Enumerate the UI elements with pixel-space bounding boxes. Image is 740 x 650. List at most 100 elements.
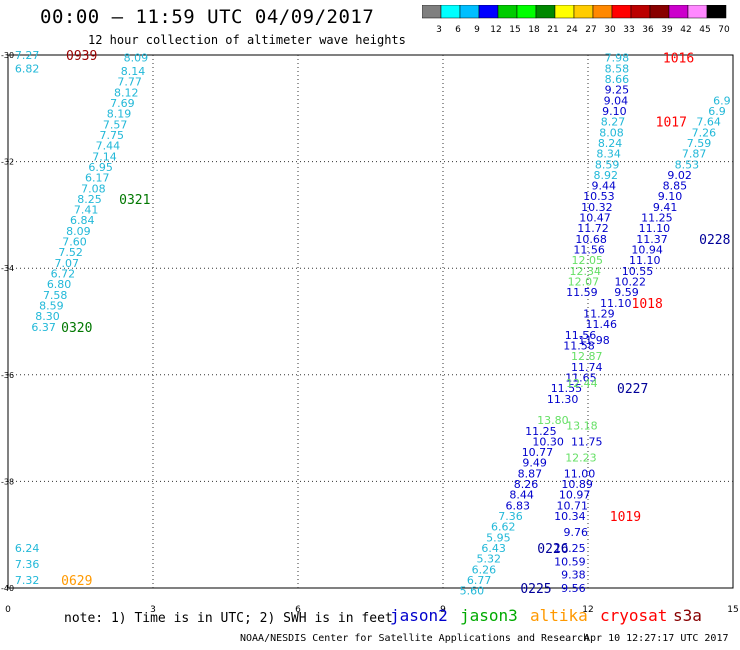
- wave-height-label: 6.72: [51, 268, 76, 281]
- wave-height-label: 11.10: [629, 254, 661, 267]
- wave-height-label: 5.32: [477, 553, 502, 566]
- wave-height-label: 12.23: [565, 451, 597, 464]
- y-tick-label: -38: [1, 477, 14, 486]
- wave-height-label: 7.26: [692, 126, 717, 139]
- wave-height-label: 10.34: [554, 510, 586, 523]
- wave-height-label: 9.56: [561, 582, 586, 595]
- satellite-label-cryosat: cryosat: [600, 606, 668, 625]
- color-scale-label: 3: [436, 25, 442, 35]
- pass-time-label: 0227: [617, 382, 648, 397]
- wave-height-label: 11.25: [641, 212, 673, 225]
- wave-height-label: 11.56: [573, 244, 605, 257]
- wave-height-label: 10.77: [522, 446, 554, 459]
- wave-height-label: 7.41: [74, 204, 99, 217]
- wave-height-label: 8.08: [599, 126, 624, 139]
- wave-height-label: 6.95: [88, 161, 113, 174]
- color-scale-label: 12: [490, 25, 501, 35]
- wave-height-label: 10.68: [575, 233, 607, 246]
- wave-height-label: 9.04: [604, 94, 629, 107]
- color-scale-label: 42: [680, 25, 691, 35]
- wave-height-label: 12.34: [570, 265, 602, 278]
- pass-time-label: 0939: [66, 49, 97, 64]
- x-tick-label: 15: [727, 605, 738, 615]
- wave-height-label: 13.80: [537, 414, 569, 427]
- pass-time-label: 1018: [632, 297, 663, 312]
- wave-height-label: 9.25: [605, 84, 630, 97]
- wave-height-label: 6.9: [713, 94, 731, 107]
- y-tick-label: -34: [1, 264, 14, 273]
- wave-height-label: 8.30: [35, 310, 60, 323]
- pass-time-label: 0629: [61, 574, 92, 589]
- wave-height-label: 9.38: [561, 569, 586, 582]
- wave-height-label: 7.36: [15, 558, 40, 571]
- pass-time-label: 0226: [537, 542, 568, 557]
- wave-height-label: 9.02: [667, 169, 692, 182]
- y-tick-label: -30: [1, 51, 14, 60]
- y-tick-label: -32: [1, 158, 14, 167]
- wave-height-label: 9.49: [522, 457, 547, 470]
- wave-height-label: 7.98: [605, 52, 630, 65]
- wave-height-label: 10.55: [622, 265, 654, 278]
- wave-height-label: 6.82: [15, 62, 40, 75]
- wave-height-label: 7.64: [696, 116, 721, 129]
- wave-height-label: 11.46: [586, 318, 618, 331]
- plot-frame: [7, 54, 734, 589]
- wave-height-label: 11.98: [578, 334, 610, 347]
- wave-height-label: 7.60: [62, 236, 87, 249]
- color-scale-label: 18: [528, 25, 540, 35]
- wave-height-label: 7.59: [687, 137, 712, 150]
- wave-height-label: 10.32: [581, 201, 613, 214]
- wave-height-label: 10.47: [579, 212, 611, 225]
- wave-height-label: 10.53: [583, 190, 615, 203]
- x-tick-label: 12: [582, 605, 593, 615]
- wave-height-label: 10.97: [559, 489, 591, 502]
- wave-height-label: 8.09: [124, 52, 149, 65]
- wave-height-label: 7.75: [100, 129, 125, 142]
- generated-timestamp: Apr 10 12:27:17 UTC 2017: [584, 633, 729, 644]
- wave-height-label: 6.26: [472, 563, 497, 576]
- wave-height-label: 7.07: [55, 257, 80, 270]
- color-scale-label: 15: [509, 25, 520, 35]
- wave-height-label: 12.05: [571, 254, 603, 267]
- wave-height-label: 8.44: [509, 489, 534, 502]
- wave-height-label: 9.44: [592, 180, 617, 193]
- wave-height-label: 7.32: [15, 574, 40, 587]
- wave-height-label: 9.10: [602, 105, 627, 118]
- pass-time-label: 1017: [656, 116, 687, 131]
- wave-height-label: 7.57: [103, 118, 128, 131]
- wave-height-label: 6.9: [708, 105, 726, 118]
- wave-height-label: 7.27: [15, 49, 40, 62]
- pass-time-label: 0228: [699, 233, 730, 248]
- wave-height-label: 9.59: [614, 286, 639, 299]
- credit-line: NOAA/NESDIS Center for Satellite Applica…: [240, 633, 590, 644]
- pass-time-label: 0225: [520, 582, 551, 597]
- wave-height-label: 11.58: [563, 339, 595, 352]
- wave-height-label: 6.80: [47, 278, 72, 291]
- wave-height-label: 7.77: [117, 76, 142, 89]
- wave-height-label: 11.37: [636, 233, 668, 246]
- color-scale-label: 21: [547, 25, 558, 35]
- pass-time-label: 1019: [610, 510, 641, 525]
- wave-height-label: 7.87: [682, 148, 707, 161]
- color-swatch: [706, 5, 727, 19]
- wave-height-label: 8.92: [593, 169, 618, 182]
- x-tick-label: 6: [295, 605, 301, 615]
- wave-height-label: 12.44: [566, 377, 598, 390]
- pass-time-label: 1016: [663, 52, 694, 67]
- wave-height-label: 11.25: [525, 425, 557, 438]
- wave-height-label: 7.58: [43, 289, 68, 302]
- wave-height-label: 11.75: [571, 435, 603, 448]
- color-scale-label: 36: [642, 25, 654, 35]
- wave-height-label: 7.52: [58, 246, 83, 259]
- wave-height-label: 10.59: [554, 555, 586, 568]
- color-scale-label: 24: [566, 25, 578, 35]
- wave-height-label: 9.10: [658, 190, 683, 203]
- satellite-label-altika: altika: [530, 606, 588, 625]
- wave-height-label: 8.09: [66, 225, 91, 238]
- pass-time-label: 0320: [61, 321, 92, 336]
- wave-height-label: 8.25: [77, 193, 102, 206]
- satellite-label-s3a: s3a: [673, 606, 702, 625]
- wave-height-label: 8.26: [514, 478, 539, 491]
